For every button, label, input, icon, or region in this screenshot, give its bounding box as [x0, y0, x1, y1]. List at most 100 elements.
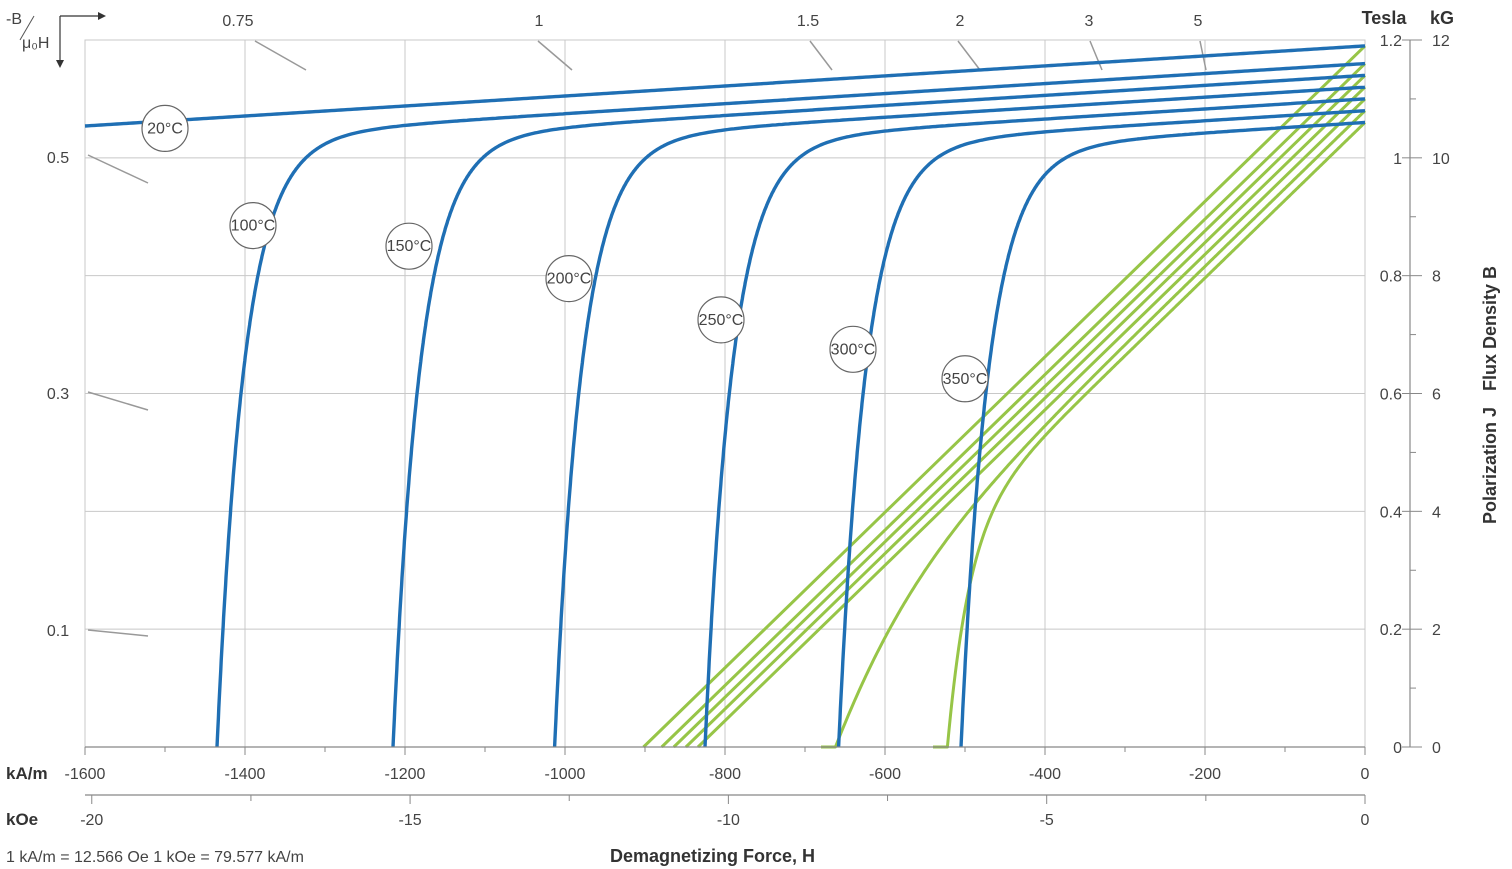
- permeance-line: [87, 629, 149, 637]
- x2-tick-label: -20: [80, 812, 103, 829]
- permeance-label: 2: [956, 13, 965, 30]
- temperature-label-circle: [141, 104, 189, 152]
- grid: [84, 39, 1366, 748]
- temperature-label-circle: [385, 222, 433, 270]
- x2-tick-label: -15: [399, 812, 422, 829]
- temperature-label: 100°C: [229, 201, 277, 250]
- y-tick-label: 1.2: [1380, 33, 1402, 50]
- arrow-head-right: [98, 12, 106, 20]
- polarization-curve: [215, 61, 1366, 748]
- flux-density-curve: [642, 44, 1367, 749]
- permeance-line: [87, 391, 149, 411]
- y2-tick-label: 0: [1432, 740, 1441, 757]
- temperature-label-circle: [829, 325, 877, 373]
- conversion-note: 1 kA/m = 12.566 Oe 1 kOe = 79.577 kA/m: [6, 849, 304, 866]
- flux-density-curve: [933, 121, 1367, 749]
- y2-tick-label: 10: [1432, 151, 1450, 168]
- arrow-head-down: [56, 60, 64, 68]
- x2-tick-label: -10: [717, 812, 740, 829]
- y2-tick-label: 2: [1432, 622, 1441, 639]
- temperature-label-text: 300°C: [831, 341, 876, 358]
- polarization-curve: [552, 85, 1367, 748]
- x2-unit-label: kOe: [6, 810, 38, 829]
- polarization-curve: [84, 44, 1366, 128]
- temperature-label-text: 100°C: [231, 218, 276, 235]
- temperature-label-circle: [697, 296, 745, 344]
- temperature-label-circle: [229, 201, 277, 250]
- x-tick-label: -1000: [545, 766, 586, 783]
- permeance-label: 1.5: [797, 13, 819, 30]
- y2-unit-label: kG: [1430, 8, 1454, 28]
- y2-tick-label: 8: [1432, 269, 1441, 286]
- temperature-label-text: 250°C: [699, 312, 744, 329]
- temperature-label: 300°C: [829, 325, 877, 373]
- permeance-line: [809, 40, 833, 71]
- permeance-line: [537, 40, 573, 71]
- polarization-curve: [391, 73, 1366, 748]
- corner-slash: [19, 15, 35, 41]
- x-tick-label: -800: [709, 766, 741, 783]
- flux-density-curve: [684, 86, 1367, 749]
- temperature-label-text: 150°C: [387, 238, 432, 255]
- temperature-label: 350°C: [941, 355, 989, 403]
- temperature-labels: 20°C 100°C 150°C 200°C 250°C 300°C 350°C: [141, 104, 989, 403]
- x-axis-title: Demagnetizing Force, H: [610, 846, 816, 866]
- permeance-label: 0.75: [222, 13, 253, 30]
- flux-density-curve: [821, 109, 1367, 749]
- y-tick-label: 0.6: [1380, 387, 1402, 404]
- x2-tick-label: 0: [1361, 812, 1370, 829]
- x-tick-label: -1200: [385, 766, 426, 783]
- corner-label-bottom: μ₀H: [22, 35, 49, 52]
- y-title-flux-density: Flux Density B: [1480, 266, 1500, 391]
- temperature-label-text: 20°C: [147, 120, 183, 137]
- permeance-label: 1: [535, 13, 544, 30]
- permeance-line: [1089, 40, 1103, 71]
- polarization-curve: [703, 97, 1367, 748]
- permeance-line: [957, 40, 981, 71]
- flux-density-curve: [672, 74, 1367, 749]
- y2-tick-label: 6: [1432, 387, 1441, 404]
- y-tick-label: 0.8: [1380, 269, 1402, 286]
- x-unit-label: kA/m: [6, 764, 48, 783]
- y-tick-label: 0.2: [1380, 622, 1402, 639]
- y-title-polarization: Polarization J: [1480, 407, 1500, 524]
- temperature-label-circle: [545, 255, 593, 303]
- flux-density-curve: [660, 62, 1367, 749]
- permeance-line: [87, 154, 149, 184]
- x-tick-label: 0: [1361, 766, 1370, 783]
- permeance-line: [254, 40, 307, 71]
- flux-density-curve: [696, 97, 1367, 749]
- temperature-label: 200°C: [545, 255, 593, 303]
- polarization-curves: [84, 44, 1367, 748]
- temperature-label: 250°C: [697, 296, 745, 344]
- polarization-curve: [959, 120, 1367, 748]
- polarization-curve: [836, 109, 1366, 748]
- permeance-label: 3: [1085, 13, 1094, 30]
- permeance-label: 0.1: [47, 623, 69, 640]
- y2-tick-label: 4: [1432, 504, 1441, 521]
- permeance-label: 0.3: [47, 386, 69, 403]
- corner-label-top: -B: [6, 11, 22, 28]
- y-tick-label: 0: [1393, 740, 1402, 757]
- x-tick-label: -200: [1189, 766, 1221, 783]
- permeance-label: 0.5: [47, 150, 69, 167]
- y-tick-label: 1: [1393, 151, 1402, 168]
- temperature-label-text: 350°C: [943, 371, 988, 388]
- x2-tick-label: -5: [1040, 812, 1054, 829]
- x-tick-label: -1600: [65, 766, 106, 783]
- x-tick-label: -1400: [225, 766, 266, 783]
- temperature-label-text: 200°C: [547, 271, 592, 288]
- x-tick-label: -600: [869, 766, 901, 783]
- permeance-label: 5: [1194, 13, 1203, 30]
- y-unit-label: Tesla: [1362, 8, 1408, 28]
- axes: -1600 -1400 -1200 -1000 -800 -600 -400 -200 0kA/…: [6, 8, 1454, 829]
- flux-density-curves: [642, 44, 1367, 749]
- temperature-label: 150°C: [385, 222, 433, 270]
- y2-tick-label: 12: [1432, 33, 1450, 50]
- x-tick-label: -400: [1029, 766, 1061, 783]
- temperature-label: 20°C: [141, 104, 189, 152]
- y-axis-title: Polarization J Flux Density B: [1480, 266, 1500, 524]
